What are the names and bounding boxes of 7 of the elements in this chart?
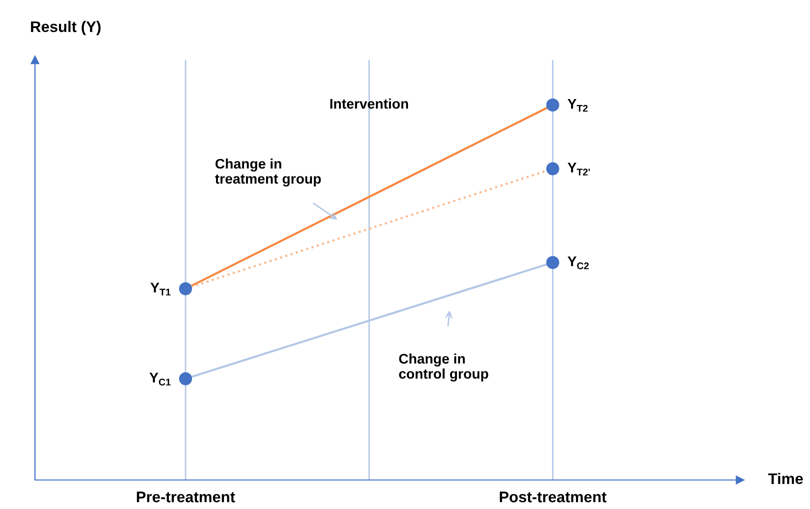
x-tick-label: Pre-treatment — [136, 492, 236, 502]
annotation: Intervention — [330, 98, 408, 109]
x-tick-label: Post-treatment — [500, 492, 606, 502]
x-axis-title: Time — [768, 472, 803, 484]
annotation: Change in treatment group — [215, 158, 321, 187]
y-axis-title: Result (Y) — [31, 20, 101, 36]
annotation: Change in control group — [399, 353, 488, 382]
